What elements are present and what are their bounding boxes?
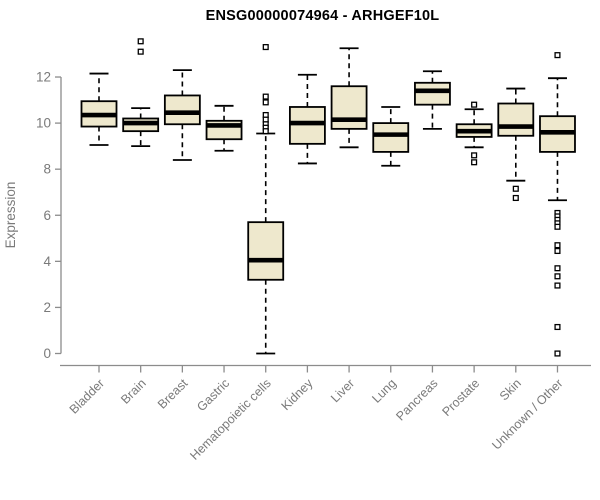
y-tick-label: 2 [43,300,51,315]
box-lung [372,122,410,153]
y-tick-label: 10 [36,116,51,131]
x-category-label: Pancreas [393,376,440,423]
box-skin [497,102,535,137]
outlier-point-skin [512,194,519,202]
outlier-point-unknown-other [554,265,561,272]
outlier-point-unknown-other [554,223,561,230]
outlier-point-unknown-other [554,350,561,357]
outlier-point-hematopoietic-cells [262,44,269,51]
x-category-label: Liver [328,376,357,405]
outlier-point-unknown-other [554,323,561,331]
outlier-point-prostate [471,159,478,166]
box-breast [163,94,201,126]
box-liver [330,85,368,130]
box-hematopoietic-cells [247,221,285,281]
outlier-point-brain [137,38,144,45]
outlier-point-unknown-other [554,242,561,249]
outlier-point-prostate [471,152,478,159]
x-category-label: Breast [155,376,191,412]
x-category-label: Kidney [279,376,316,413]
outlier-point-unknown-other [554,247,561,255]
x-category-label: Bladder [67,376,107,416]
x-category-label: Hematopoietic cells [187,376,274,463]
chart-title: ENSG00000074964 - ARHGEF10L [205,8,440,24]
y-tick-label: 12 [36,70,51,85]
outlier-point-hematopoietic-cells [262,99,269,106]
y-tick-label: 0 [43,346,51,361]
x-category-label: Unknown / Other [489,376,565,452]
outlier-point-unknown-other [554,282,561,289]
y-tick-label: 8 [43,162,51,177]
box-pancreas [414,81,451,106]
outlier-point-brain [137,48,144,55]
outlier-point-prostate [471,101,478,108]
outlier-point-skin [512,185,519,192]
box-kidney [288,106,326,145]
x-category-label: Brain [118,376,149,407]
y-axis-label: Expression [3,182,18,249]
outlier-point-hematopoietic-cells [262,128,269,135]
outlier-point-unknown-other [554,52,561,59]
y-tick-label: 4 [43,254,51,269]
outlier-point-hematopoietic-cells [262,93,269,100]
x-category-label: Skin [497,376,524,403]
x-category-label: Lung [369,376,399,406]
y-tick-label: 6 [43,208,51,223]
x-category-label: Prostate [439,376,482,419]
x-category-label: Gastric [194,376,232,414]
outlier-point-unknown-other [554,273,561,280]
